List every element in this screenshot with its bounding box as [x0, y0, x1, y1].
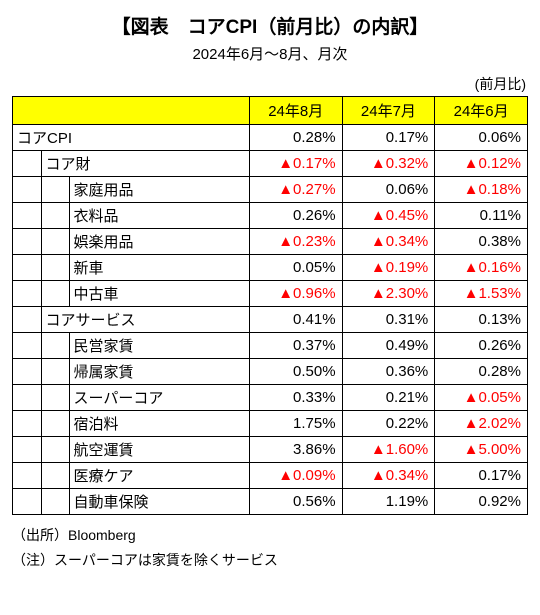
value-cell: 0.41% [249, 307, 342, 333]
value-cell: 1.75% [249, 411, 342, 437]
row-label: 娯楽用品 [13, 229, 250, 255]
value-cell: ▲0.23% [249, 229, 342, 255]
value-cell: 0.26% [435, 333, 528, 359]
value-cell: 0.05% [249, 255, 342, 281]
value-cell: ▲0.27% [249, 177, 342, 203]
value-cell: 0.17% [342, 125, 435, 151]
table-row: 新車0.05%▲0.19%▲0.16% [13, 255, 528, 281]
value-cell: 0.21% [342, 385, 435, 411]
row-label: スーパーコア [13, 385, 250, 411]
value-cell: 3.86% [249, 437, 342, 463]
table-row: 自動車保険0.56%1.19%0.92% [13, 489, 528, 515]
value-cell: ▲0.09% [249, 463, 342, 489]
table-row: 航空運賃3.86%▲1.60%▲5.00% [13, 437, 528, 463]
table-row: 帰属家賃0.50%0.36%0.28% [13, 359, 528, 385]
value-cell: 0.92% [435, 489, 528, 515]
value-cell: 0.28% [249, 125, 342, 151]
footnote-line: （注）スーパーコアは家賃を除くサービス [12, 548, 528, 573]
row-label: コアサービス [13, 307, 250, 333]
table-row: 宿泊料1.75%0.22%▲2.02% [13, 411, 528, 437]
table-row: コアCPI0.28%0.17%0.06% [13, 125, 528, 151]
value-cell: ▲0.45% [342, 203, 435, 229]
cpi-table: 24年8月24年7月24年6月 コアCPI0.28%0.17%0.06%コア財▲… [12, 96, 528, 515]
value-cell: 0.38% [435, 229, 528, 255]
value-cell: 0.13% [435, 307, 528, 333]
value-cell: 0.49% [342, 333, 435, 359]
value-cell: ▲0.18% [435, 177, 528, 203]
unit-label: (前月比) [12, 74, 528, 94]
value-cell: 0.37% [249, 333, 342, 359]
row-label: 自動車保険 [13, 489, 250, 515]
value-cell: 0.22% [342, 411, 435, 437]
column-header: 24年7月 [342, 97, 435, 125]
table-row: 家庭用品▲0.27%0.06%▲0.18% [13, 177, 528, 203]
row-label: 新車 [13, 255, 250, 281]
table-row: 民営家賃0.37%0.49%0.26% [13, 333, 528, 359]
row-label: 民営家賃 [13, 333, 250, 359]
chart-subtitle: 2024年6月～8月、月次 [12, 43, 528, 64]
value-cell: ▲0.32% [342, 151, 435, 177]
value-cell: ▲0.12% [435, 151, 528, 177]
header-row: 24年8月24年7月24年6月 [13, 97, 528, 125]
value-cell: ▲2.02% [435, 411, 528, 437]
value-cell: ▲0.34% [342, 229, 435, 255]
row-label: コア財 [13, 151, 250, 177]
table-row: 娯楽用品▲0.23%▲0.34%0.38% [13, 229, 528, 255]
column-header: 24年8月 [249, 97, 342, 125]
value-cell: 0.06% [342, 177, 435, 203]
value-cell: ▲0.17% [249, 151, 342, 177]
value-cell: ▲1.60% [342, 437, 435, 463]
row-label: 宿泊料 [13, 411, 250, 437]
row-label: 家庭用品 [13, 177, 250, 203]
value-cell: 0.33% [249, 385, 342, 411]
value-cell: 0.06% [435, 125, 528, 151]
value-cell: ▲0.34% [342, 463, 435, 489]
value-cell: 0.11% [435, 203, 528, 229]
value-cell: ▲0.19% [342, 255, 435, 281]
value-cell: ▲5.00% [435, 437, 528, 463]
value-cell: 0.50% [249, 359, 342, 385]
chart-title: 【図表 コアCPI（前月比）の内訳】 [12, 12, 528, 39]
table-row: 医療ケア▲0.09%▲0.34%0.17% [13, 463, 528, 489]
table-row: コアサービス0.41%0.31%0.13% [13, 307, 528, 333]
table-row: スーパーコア0.33%0.21%▲0.05% [13, 385, 528, 411]
column-header: 24年6月 [435, 97, 528, 125]
row-label: 衣料品 [13, 203, 250, 229]
value-cell: 0.31% [342, 307, 435, 333]
row-label: コアCPI [13, 125, 250, 151]
value-cell: 0.26% [249, 203, 342, 229]
table-row: 衣料品0.26%▲0.45%0.11% [13, 203, 528, 229]
value-cell: ▲1.53% [435, 281, 528, 307]
row-label: 航空運賃 [13, 437, 250, 463]
row-label: 医療ケア [13, 463, 250, 489]
value-cell: 0.28% [435, 359, 528, 385]
row-label: 帰属家賃 [13, 359, 250, 385]
value-cell: ▲2.30% [342, 281, 435, 307]
header-blank [13, 97, 250, 125]
value-cell: 0.56% [249, 489, 342, 515]
table-row: コア財▲0.17%▲0.32%▲0.12% [13, 151, 528, 177]
footnote-line: （出所）Bloomberg [12, 523, 528, 548]
value-cell: 0.17% [435, 463, 528, 489]
value-cell: ▲0.05% [435, 385, 528, 411]
value-cell: ▲0.16% [435, 255, 528, 281]
row-label: 中古車 [13, 281, 250, 307]
value-cell: 1.19% [342, 489, 435, 515]
table-row: 中古車▲0.96%▲2.30%▲1.53% [13, 281, 528, 307]
value-cell: ▲0.96% [249, 281, 342, 307]
footnotes: （出所）Bloomberg（注）スーパーコアは家賃を除くサービス [12, 523, 528, 573]
value-cell: 0.36% [342, 359, 435, 385]
